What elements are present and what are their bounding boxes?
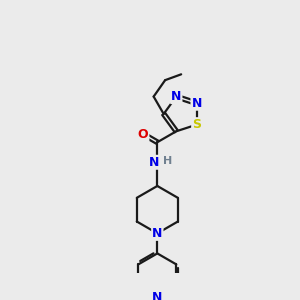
Text: N: N (152, 227, 163, 240)
Text: N: N (191, 97, 202, 110)
Text: H: H (163, 156, 172, 167)
Text: N: N (148, 156, 159, 169)
Text: O: O (138, 128, 148, 140)
Text: N: N (152, 291, 163, 300)
Text: N: N (171, 90, 181, 103)
Text: S: S (192, 118, 201, 131)
